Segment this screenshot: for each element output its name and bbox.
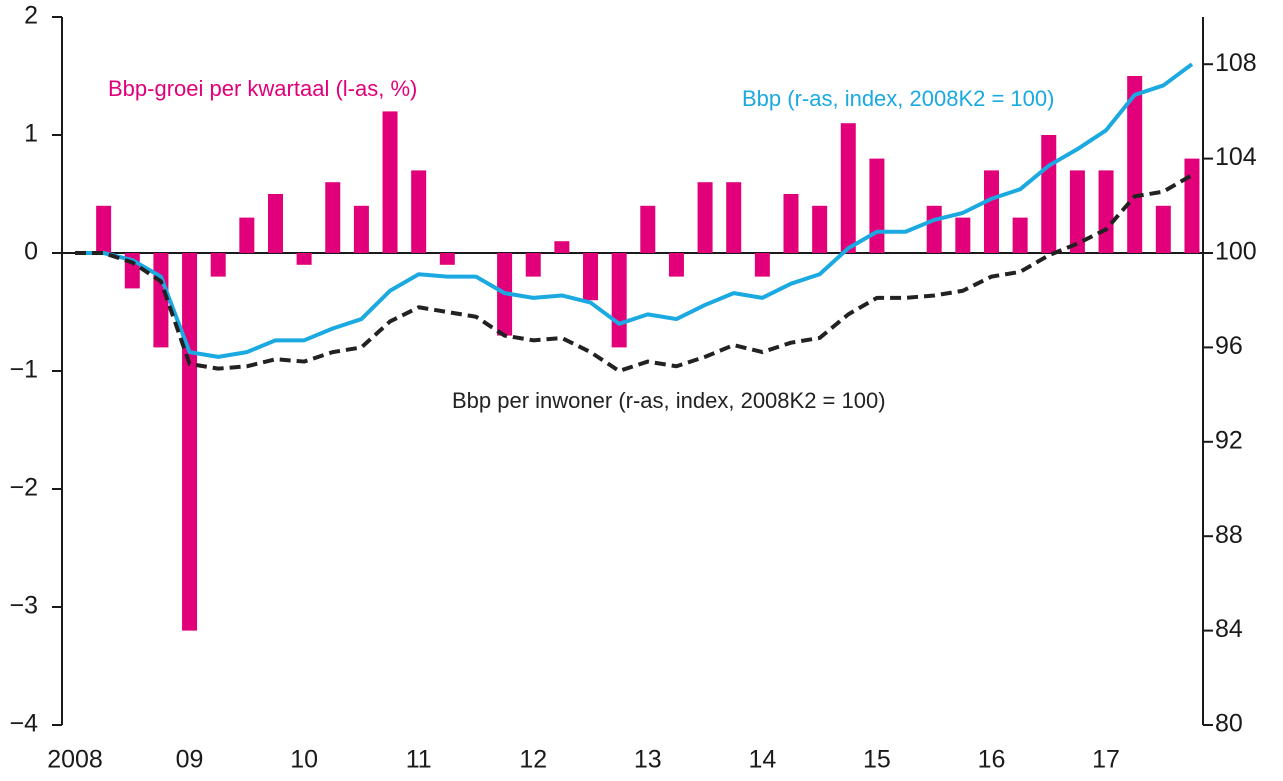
bar [754,253,770,277]
x-tick-label: 10 [290,746,318,774]
y-tick-label: −4 [9,710,38,738]
y2-tick-label: 92 [1215,426,1243,454]
y-tick-label: 1 [24,120,38,148]
series-label: Bbp per inwoner (r-as, index, 2008K2 = 1… [452,388,886,413]
x-tick-label: 11 [406,746,432,774]
bar [812,205,828,253]
y2-tick-label: 96 [1215,332,1243,360]
bar [353,205,369,253]
bar [1012,217,1028,253]
bar [554,241,570,253]
bar [840,123,856,253]
line [75,62,1194,359]
bar [411,170,427,253]
bar [182,253,198,631]
line [75,173,1193,373]
bar [1098,170,1114,253]
bar [611,253,627,348]
x-tick-label: 2008 [47,746,103,774]
y-tick-label: 0 [24,238,38,266]
bar [697,182,713,253]
bar [869,158,885,253]
x-tick-label: 16 [978,746,1006,774]
bar [1127,76,1143,253]
bar [955,217,971,253]
bar [210,253,226,277]
x-tick-label: 13 [634,746,662,774]
x-tick-label: 14 [748,746,776,774]
y2-tick-label: 88 [1215,521,1243,549]
x-tick-label: 12 [519,746,547,774]
series-label: Bbp-groei per kwartaal (l-as, %) [108,76,417,101]
bar [726,182,742,253]
bar [583,253,599,301]
bar [783,194,799,253]
bar [1155,205,1171,253]
y-tick-label: −2 [9,474,38,502]
bar [640,205,656,253]
x-tick-label: 17 [1092,746,1120,774]
y2-tick-label: 84 [1215,615,1243,643]
bar [325,182,341,253]
bar [1069,170,1085,253]
x-tick-label: 15 [863,746,891,774]
bar [96,205,112,253]
y2-tick-label: 80 [1215,710,1243,738]
y2-tick-label: 108 [1215,49,1257,77]
bar [525,253,541,277]
series-label: Bbp (r-as, index, 2008K2 = 100) [742,86,1054,111]
bar [439,253,455,265]
bar [926,205,942,253]
bar [1184,158,1200,253]
y2-tick-label: 104 [1215,143,1257,171]
bar [382,111,398,254]
bar [267,194,283,253]
bar [983,170,999,253]
y2-tick-label: 100 [1215,238,1257,266]
y-tick-label: 2 [24,2,38,30]
y-tick-label: −3 [9,592,38,620]
bar [1041,135,1057,253]
bar [296,253,312,265]
y-tick-label: −1 [9,356,38,384]
bar [668,253,684,277]
x-tick-label: 09 [176,746,204,774]
bar [239,217,255,253]
